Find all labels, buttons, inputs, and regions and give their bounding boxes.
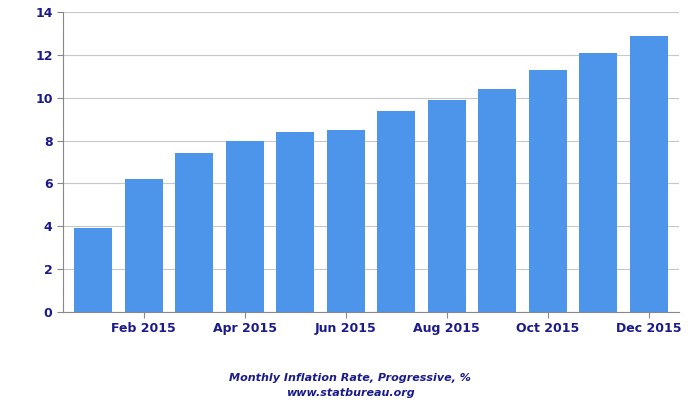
Bar (125, 179, 162, 312)
Bar (74, 228, 112, 312)
Bar (478, 89, 516, 312)
Bar (528, 70, 567, 312)
Text: www.statbureau.org: www.statbureau.org (286, 388, 414, 398)
Bar (428, 100, 466, 312)
Bar (226, 140, 264, 312)
Bar (630, 36, 668, 312)
Bar (175, 154, 214, 312)
Bar (580, 53, 617, 312)
Bar (276, 132, 314, 312)
Bar (377, 110, 415, 312)
Text: Monthly Inflation Rate, Progressive, %: Monthly Inflation Rate, Progressive, % (229, 373, 471, 383)
Bar (327, 130, 365, 312)
